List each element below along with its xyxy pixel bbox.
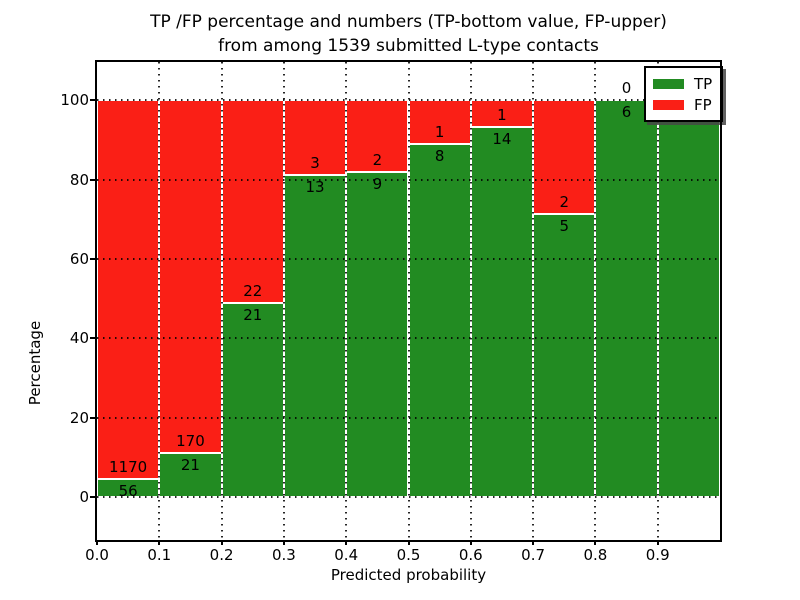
tp-bar-segment — [283, 174, 347, 498]
x-gridline — [469, 62, 472, 540]
x-tick-label: 0.4 — [334, 546, 359, 564]
tp-bar-segment — [595, 100, 658, 498]
x-tick-label: 0.7 — [521, 546, 546, 564]
tp-count-label: 8 — [434, 147, 445, 166]
fp-bar-segment — [159, 100, 222, 454]
chart-title-line-2: from among 1539 submitted L-type contact… — [218, 36, 599, 56]
tp-count-label: 14 — [492, 129, 512, 148]
plot-area: Percentage 1170 56 170 21 22 21 3 13 2 9 1 8 1 14 2 5 0 6… — [26, 60, 724, 564]
tp-bar-segment — [159, 453, 222, 498]
x-tick-mark — [407, 540, 410, 545]
y-tick-mark — [90, 99, 95, 102]
fp-count-label: 1 — [497, 105, 507, 124]
tp-bar-segment — [470, 126, 534, 498]
fp-count-label: 0 — [621, 79, 632, 98]
fp-bar-segment — [97, 100, 160, 479]
fp-count-label: 3 — [310, 153, 320, 172]
legend-item-fp: FP — [653, 94, 712, 115]
fp-swatch-icon — [653, 99, 684, 110]
fp-count-label: 1170 — [109, 457, 148, 476]
y-tick-label: 60 — [69, 249, 89, 268]
tp-count-label: 56 — [118, 481, 138, 500]
tp-count-label: 21 — [180, 456, 200, 475]
y-tick-label: 0 — [79, 488, 89, 507]
tp-count-label: 5 — [559, 216, 570, 235]
legend: TP FP — [644, 66, 724, 122]
fp-count-label: 2 — [559, 192, 570, 211]
x-tick-label: 0.9 — [645, 546, 670, 564]
x-gridline — [532, 62, 535, 540]
x-gridline — [282, 62, 285, 540]
y-tick-label: 40 — [69, 329, 89, 348]
tp-count-label: 13 — [305, 177, 325, 196]
x-tick-label: 0.5 — [396, 546, 421, 564]
x-tick-mark — [158, 540, 161, 545]
tp-bar-segment — [657, 100, 720, 498]
fp-count-label: 2 — [372, 151, 383, 170]
x-tick-label: 0.3 — [271, 546, 296, 564]
tp-bar-segment — [221, 303, 284, 498]
y-tick-label: 100 — [60, 91, 89, 110]
fp-bar-segment — [221, 100, 284, 304]
tp-swatch-icon — [653, 78, 684, 89]
x-tick-mark — [469, 540, 472, 545]
tp-bar-segment — [408, 144, 471, 498]
x-tick-label: 0.2 — [209, 546, 234, 564]
y-tick-label: 80 — [69, 170, 89, 189]
y-tick-mark — [90, 178, 95, 181]
x-tick-label: 0.8 — [583, 546, 608, 564]
x-tick-mark — [594, 540, 597, 545]
x-gridline — [407, 62, 410, 540]
x-gridline — [158, 62, 161, 540]
x-tick-mark — [532, 540, 535, 545]
x-tick-mark — [345, 540, 348, 545]
x-tick-label: 0.6 — [458, 546, 483, 564]
x-gridline — [594, 62, 597, 540]
tp-count-label: 6 — [621, 103, 632, 122]
x-tick-label: 0.1 — [147, 546, 172, 564]
tp-bar-segment — [346, 172, 409, 498]
tp-bar-segment — [533, 213, 596, 498]
fp-count-label: 170 — [176, 432, 205, 451]
legend-label: TP — [694, 74, 713, 93]
chart-title-line-1: TP /FP percentage and numbers (TP-bottom… — [150, 12, 667, 32]
x-gridline — [656, 62, 659, 540]
tp-count-label: 9 — [372, 175, 383, 194]
x-gridline — [345, 62, 348, 540]
y-tick-mark — [90, 257, 95, 260]
x-tick-mark — [282, 540, 285, 545]
x-axis-label: Predicted probability — [330, 566, 487, 584]
x-tick-label: 0.0 — [85, 546, 109, 564]
fp-count-label: 1 — [434, 123, 445, 142]
x-tick-mark — [656, 540, 659, 545]
x-gridline — [220, 62, 223, 540]
legend-item-tp: TP — [653, 73, 712, 94]
legend-label: FP — [694, 95, 712, 114]
x-tick-mark — [96, 540, 98, 545]
y-tick-mark — [90, 416, 95, 419]
y-tick-mark — [90, 496, 95, 499]
tp-count-label: 21 — [243, 306, 263, 325]
y-tick-mark — [90, 337, 95, 340]
y-tick-label: 20 — [69, 408, 89, 427]
fp-count-label: 22 — [243, 282, 263, 301]
x-tick-mark — [220, 540, 223, 545]
